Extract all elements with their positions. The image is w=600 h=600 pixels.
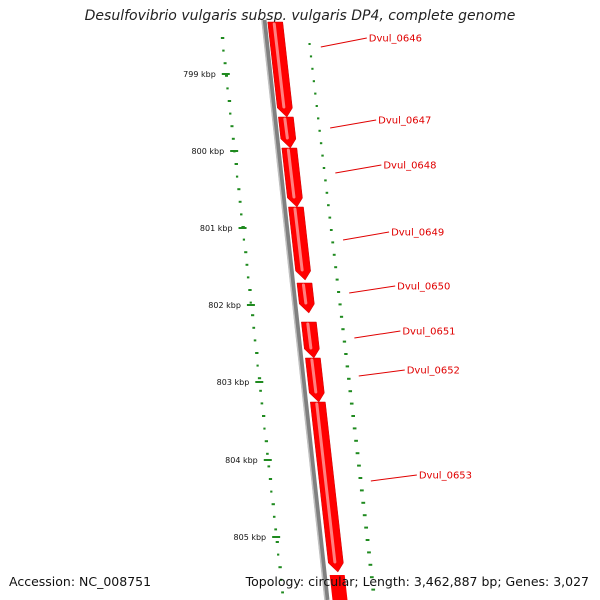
gene-highlight xyxy=(293,207,304,272)
gene-label-Dvul_0651[interactable]: Dvul_0651 xyxy=(402,327,455,338)
gene-label-Dvul_0650[interactable]: Dvul_0650 xyxy=(397,282,450,293)
backbone-line xyxy=(261,19,330,600)
gene-label-Dvul_0648[interactable]: Dvul_0648 xyxy=(383,161,436,172)
gene-leader-line xyxy=(342,231,390,241)
tick-label: 799 kbp xyxy=(183,70,216,79)
tick-label: 802 kbp xyxy=(208,301,241,310)
gene-label-Dvul_0652[interactable]: Dvul_0652 xyxy=(407,366,460,377)
tick-label: 803 kbp xyxy=(217,378,250,387)
gene-highlight xyxy=(283,117,289,140)
gene-highlight xyxy=(310,358,318,394)
gene-label-Dvul_0647[interactable]: Dvul_0647 xyxy=(378,116,431,127)
genome-backbone xyxy=(261,19,330,600)
tick-label: 800 kbp xyxy=(192,147,225,156)
gene-leader-line xyxy=(330,119,377,129)
tick-label: 804 kbp xyxy=(225,456,258,465)
gene-track xyxy=(267,21,348,600)
gene-leader-line xyxy=(320,37,367,48)
gene-label-track: Dvul_0646 Dvul_0647 Dvul_0648 Dvul_0649 Dvul… xyxy=(320,34,472,482)
backbone-highlight xyxy=(261,19,326,600)
gene-highlight xyxy=(301,283,308,305)
gene-arrow-next xyxy=(329,575,348,600)
gene-highlight xyxy=(272,22,286,109)
tick-label: 801 kbp xyxy=(200,224,233,233)
gene-leader-line xyxy=(354,330,401,339)
gene-label-Dvul_0649[interactable]: Dvul_0649 xyxy=(391,228,444,239)
gene-highlight xyxy=(315,402,337,564)
gene-leader-line xyxy=(370,474,417,482)
gene-label-Dvul_0646[interactable]: Dvul_0646 xyxy=(369,34,422,45)
gene-label-Dvul_0653[interactable]: Dvul_0653 xyxy=(419,471,472,482)
accession-label: Accession: NC_008751 xyxy=(9,574,152,589)
tick-track: 799 kbp 800 kbp 801 kbp 802 kbp 803 kbp 804 k… xyxy=(183,70,281,542)
gene-leader-line xyxy=(358,369,405,377)
gene-highlight xyxy=(306,322,313,350)
gene-leader-line xyxy=(335,164,382,174)
map-title: Desulfovibrio vulgaris subsp. vulgaris D… xyxy=(84,8,516,24)
gene-leader-line xyxy=(349,285,396,294)
genome-summary: Topology: circular; Length: 3,462,887 bp… xyxy=(245,574,589,589)
gene-highlight xyxy=(286,148,296,199)
tick-label: 805 kbp xyxy=(234,533,267,542)
